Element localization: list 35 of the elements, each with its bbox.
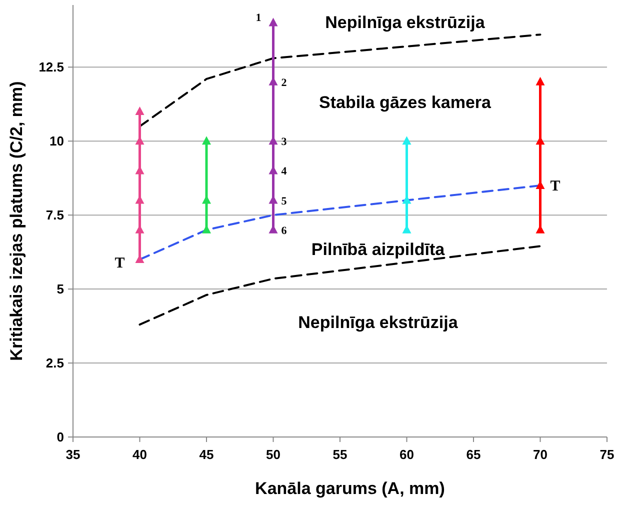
x-tick-label: 60 [400,447,414,462]
annotation: Nepilnīga ekstrūzija [298,313,458,332]
y-tick-label: 7.5 [46,208,64,223]
x-tick-label: 45 [199,447,214,462]
annotation: Pilnībā aizpildīta [311,240,446,259]
annotation: T [114,255,125,272]
y-tick-label: 0 [56,430,64,444]
annotation: 1 [256,12,262,24]
x-axis-title: Kanāla garums (A, mm) [255,479,445,498]
y-tick-label: 12.5 [38,60,64,75]
x-tick-label: 75 [600,447,614,462]
y-tick-label: 2.5 [46,356,64,371]
x-tick-label: 40 [132,447,147,462]
line-series [138,34,542,128]
x-tick-label: 55 [332,447,348,462]
annotation: T [550,178,560,194]
point [536,76,545,86]
x-tick-label: 70 [533,447,548,462]
point [402,136,412,145]
y-tick-label: 5 [56,282,64,297]
x-tick-label: 50 [266,447,280,462]
x-tick-label: 65 [466,447,481,462]
annotation: 5 [281,195,288,208]
annotation: 2 [281,76,288,89]
annotation: Nepilnīga ekstrūzija [325,13,486,32]
y-axis-title: Kritiakais izejas platums (C/2, mm) [7,81,26,361]
x-tick-label: 35 [66,447,80,462]
point [268,18,278,26]
point [202,136,211,145]
annotation: 3 [281,136,288,148]
point [135,106,144,116]
annotation: Stabila gāzes kamera [319,93,492,112]
annotation: 6 [281,224,288,237]
annotation: 4 [281,166,288,178]
y-tick-label: 10 [50,134,64,149]
